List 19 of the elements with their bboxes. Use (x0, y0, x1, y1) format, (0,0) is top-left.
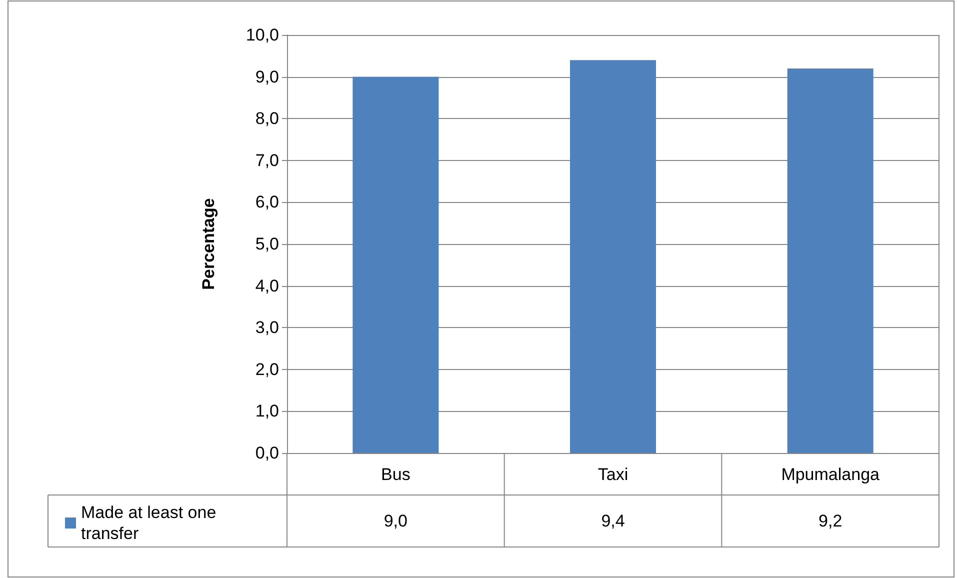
y-tick-label: 2,0 (255, 360, 279, 379)
y-tick-label: 6,0 (255, 192, 279, 212)
y-tick-label: 3,0 (255, 318, 279, 338)
y-tick-label: 10,0 (246, 26, 279, 44)
x-tick-label: Mpumalanga (781, 465, 880, 484)
y-tick-label: 4,0 (255, 276, 279, 296)
y-tick-label: 1,0 (255, 402, 279, 421)
y-tick-label: 7,0 (255, 150, 279, 170)
data-label: 9,0 (384, 512, 408, 530)
data-label: 9,2 (818, 512, 842, 530)
legend-label: Made at least one transfer (81, 503, 221, 543)
x-tick-label: Taxi (598, 465, 628, 484)
y-tick-label: 8,0 (255, 109, 279, 128)
x-tick-label: Bus (381, 465, 410, 484)
y-tick-label: 9,0 (255, 67, 279, 86)
y-tick-label: 5,0 (255, 234, 279, 254)
y-axis-title: Percentage (199, 198, 218, 290)
data-label: 9,4 (601, 512, 625, 530)
y-tick-label: 0,0 (255, 444, 279, 462)
